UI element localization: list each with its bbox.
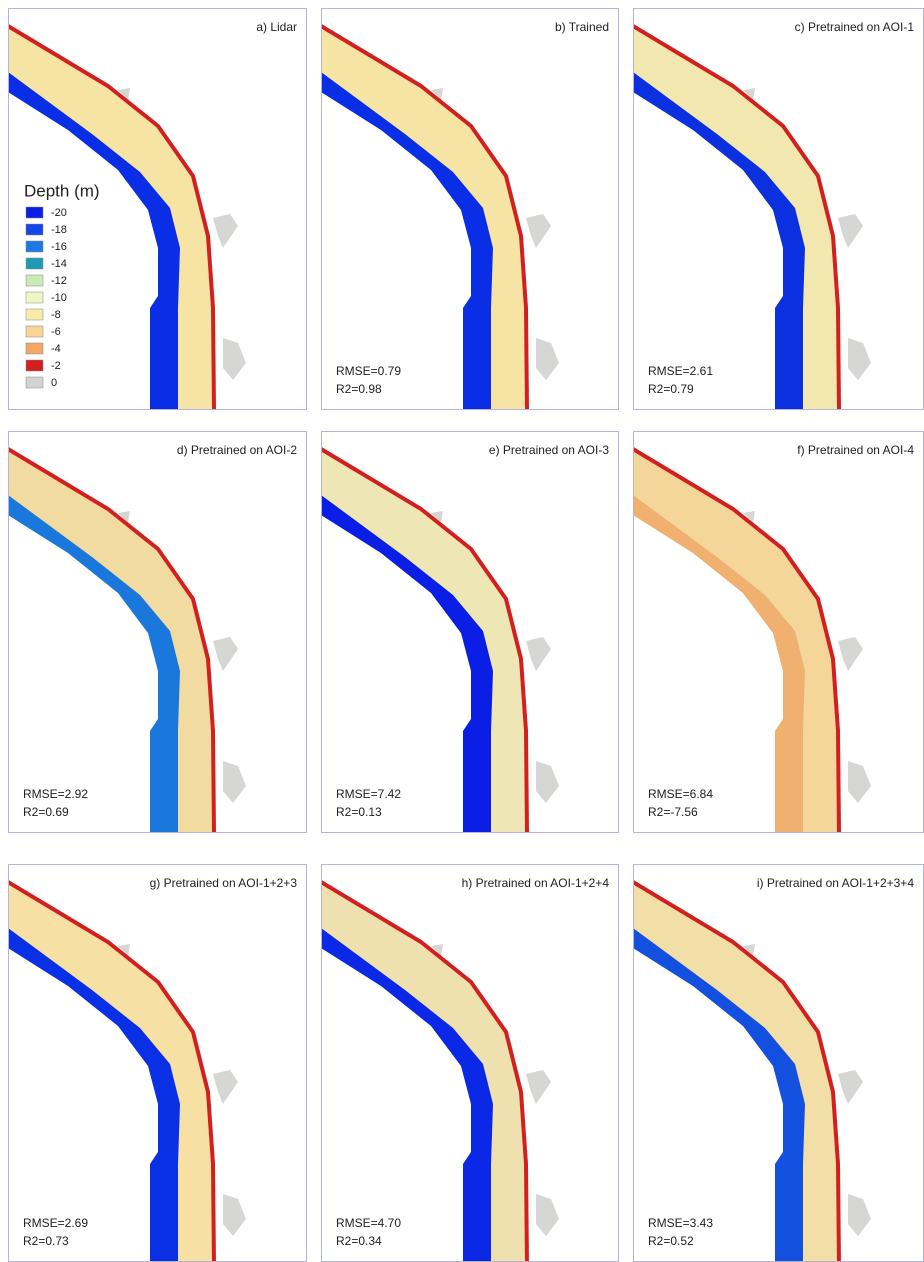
water (633, 882, 839, 1262)
rmse: RMSE=2.61 (648, 364, 713, 378)
panel-title: h) Pretrained on AOI-1+2+4 (462, 876, 610, 890)
legend-swatch (26, 275, 43, 286)
legend-swatch (26, 343, 43, 354)
legend-label: -4 (51, 343, 61, 355)
map (321, 26, 559, 410)
legend-label: -10 (51, 292, 67, 304)
legend-label: 0 (51, 377, 57, 389)
legend-label: -6 (51, 326, 61, 338)
map-panel: c) Pretrained on AOI-1 RMSE=2.61 R2=0.79 (633, 9, 924, 411)
water (321, 882, 527, 1262)
panel-title: i) Pretrained on AOI-1+2+3+4 (757, 876, 914, 890)
water (633, 449, 839, 833)
panel-title: d) Pretrained on AOI-2 (177, 443, 297, 457)
map-panel: f) Pretrained on AOI-4 RMSE=6.84 R2=-7.56 (633, 432, 924, 834)
legend-swatch (26, 224, 43, 235)
water (633, 26, 839, 410)
legend-label: -8 (51, 309, 61, 321)
map (321, 882, 559, 1262)
rmse: RMSE=2.69 (23, 1216, 88, 1230)
legend-label: -2 (51, 360, 61, 372)
panel-title: b) Trained (555, 20, 609, 34)
r2: R2=0.79 (648, 382, 694, 396)
rmse: RMSE=0.79 (336, 364, 401, 378)
legend-title: Depth (m) (24, 181, 100, 200)
r2: R2=0.73 (23, 1234, 69, 1248)
panel-title: c) Pretrained on AOI-1 (795, 20, 915, 34)
map-panel: d) Pretrained on AOI-2 RMSE=2.92 R2=0.69 (8, 432, 307, 834)
map (633, 449, 871, 833)
figure: a) Lidar b) Trained RMSE=0.79 R2=0.98 c) Pre… (0, 0, 924, 1262)
legend-swatch (26, 377, 43, 388)
r2: R2=0.34 (336, 1234, 382, 1248)
rmse: RMSE=7.42 (336, 787, 401, 801)
water (321, 449, 527, 833)
legend-swatch (26, 241, 43, 252)
rmse: RMSE=6.84 (648, 787, 713, 801)
legend-label: -12 (51, 275, 67, 287)
legend-label: -20 (51, 207, 67, 219)
r2: R2=0.13 (336, 805, 382, 819)
legend-label: -16 (51, 241, 67, 253)
map-panel: i) Pretrained on AOI-1+2+3+4 RMSE=3.43 R2=… (633, 865, 924, 1262)
panel-title: e) Pretrained on AOI-3 (489, 443, 609, 457)
map (321, 449, 559, 833)
r2: R2=0.98 (336, 382, 382, 396)
legend-swatch (26, 207, 43, 218)
rmse: RMSE=2.92 (23, 787, 88, 801)
rmse: RMSE=4.70 (336, 1216, 401, 1230)
map-panel: g) Pretrained on AOI-1+2+3 RMSE=2.69 R2=0.… (8, 865, 307, 1262)
map-panel: h) Pretrained on AOI-1+2+4 RMSE=4.70 R2=0.… (321, 865, 619, 1262)
panel-title: f) Pretrained on AOI-4 (797, 443, 914, 457)
map (8, 449, 246, 833)
map-panel: b) Trained RMSE=0.79 R2=0.98 (321, 9, 619, 411)
map (633, 882, 871, 1262)
r2: R2=-7.56 (648, 805, 698, 819)
legend-swatch (26, 360, 43, 371)
map (633, 26, 871, 410)
panel-title: g) Pretrained on AOI-1+2+3 (150, 876, 298, 890)
r2: R2=0.69 (23, 805, 69, 819)
water (8, 882, 214, 1262)
rmse: RMSE=3.43 (648, 1216, 713, 1230)
map-panel: e) Pretrained on AOI-3 RMSE=7.42 R2=0.13 (321, 432, 619, 834)
legend-swatch (26, 309, 43, 320)
legend-label: -18 (51, 224, 67, 236)
legend-swatch (26, 326, 43, 337)
r2: R2=0.52 (648, 1234, 694, 1248)
legend-label: -14 (51, 258, 67, 270)
map (8, 882, 246, 1262)
legend-swatch (26, 292, 43, 303)
water (8, 449, 214, 833)
legend-swatch (26, 258, 43, 269)
water (321, 26, 527, 410)
legend: Depth (m)-20-18-16-14-12-10-8-6-4-20 (20, 176, 100, 390)
panel-title: a) Lidar (256, 20, 297, 34)
